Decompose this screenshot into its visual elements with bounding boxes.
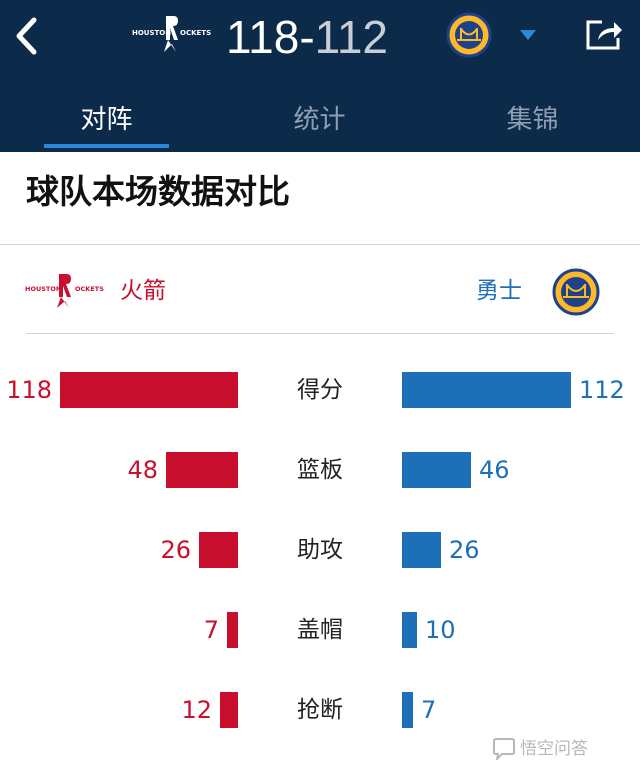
away-stat-bar [402,692,413,728]
home-stat-bar [227,612,238,648]
section-title: 球队本场数据对比 [26,172,290,211]
svg-text:HOUSTON: HOUSTON [25,285,61,293]
home-score: 118 [226,11,300,63]
home-stat-value: 7 [203,616,219,644]
away-stat-value: 26 [449,536,480,564]
warriors-logo [446,12,492,58]
share-icon[interactable] [584,16,624,52]
home-stat-value: 48 [127,456,158,484]
tab-bar: 对阵 统计 集锦 [0,90,640,150]
stat-label: 助攻 [297,537,343,563]
away-score: 112 [314,11,389,63]
away-team-name: 勇士 [476,278,522,304]
home-stat-bar [220,692,238,728]
home-stat-value: 12 [181,696,212,724]
stat-row: 12 抢断 7 [0,690,640,730]
away-stat-bar [402,612,417,648]
svg-text:OCKETS: OCKETS [180,29,211,37]
stat-label: 篮板 [297,457,343,483]
score-separator: - [299,11,315,63]
away-stat-value: 7 [421,696,437,724]
chat-bubble-icon [493,738,515,760]
home-team-name: 火箭 [120,278,166,304]
tab-statistics[interactable]: 统计 [293,105,346,135]
active-tab-indicator [44,144,169,148]
stat-label: 得分 [297,377,343,403]
divider [0,244,640,245]
svg-text:HOUSTON: HOUSTON [132,29,171,37]
stat-label: 盖帽 [297,617,343,643]
tab-highlights[interactable]: 集锦 [506,105,559,135]
game-header: HOUSTON OCKETS 118-112 对阵 统计 集锦 [0,0,640,152]
rockets-logo: HOUSTON OCKETS [132,16,211,52]
score-display: 118-112 [226,8,388,66]
away-stat-bar [402,452,471,488]
away-stat-value: 46 [479,456,510,484]
divider [26,333,614,334]
away-stat-bar [402,532,441,568]
watermark: 悟空问答 [492,734,636,764]
stat-row: 48 篮板 46 [0,450,640,490]
home-stat-bar [166,452,238,488]
svg-text:OCKETS: OCKETS [75,285,104,293]
away-stat-bar [402,372,571,408]
warriors-logo [552,268,600,316]
rockets-logo: HOUSTON OCKETS [25,274,104,308]
stat-row: 118 得分 112 [0,370,640,410]
home-stat-value: 26 [160,536,191,564]
back-chevron-icon[interactable] [10,14,46,58]
away-stat-value: 10 [425,616,456,644]
stat-row: 26 助攻 26 [0,530,640,570]
watermark-text: 悟空问答 [520,739,588,759]
home-stat-bar [60,372,238,408]
dropdown-triangle-icon[interactable] [518,28,538,42]
home-stat-value: 118 [6,376,52,404]
away-stat-value: 112 [579,376,625,404]
tab-matchup[interactable]: 对阵 [80,105,133,135]
home-stat-bar [199,532,238,568]
stat-row: 7 盖帽 10 [0,610,640,650]
stat-label: 抢断 [297,697,343,723]
